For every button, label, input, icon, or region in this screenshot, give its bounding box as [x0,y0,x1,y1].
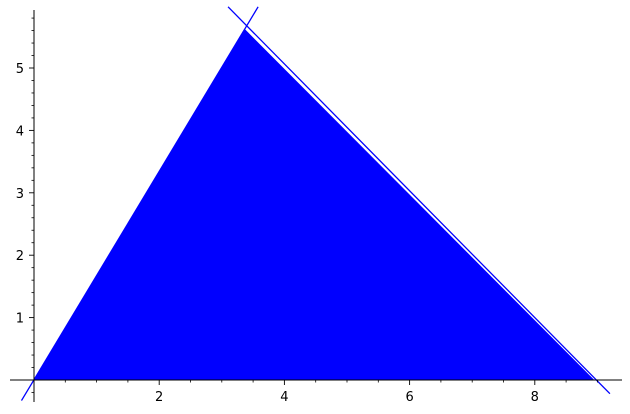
x-tick-label: 6 [405,390,413,405]
y-tick-label: 1 [16,312,24,327]
x-tick-label: 4 [280,390,288,405]
y-tick-label: 4 [16,124,24,139]
y-tick-label: 5 [16,62,24,77]
boundary-line-2 [227,6,611,395]
tick-layer [29,17,598,393]
filled-region [34,29,595,381]
y-tick-label: 2 [16,249,24,264]
line-layer [20,6,611,401]
boundary-line-1 [20,6,259,401]
x-tick-label: 8 [531,390,539,405]
y-tick-label: 3 [16,187,24,202]
tick-label-layer: 2 4 6 8 1 2 3 4 5 [16,62,539,405]
fill-layer [34,29,595,381]
x-tick-label: 2 [155,390,163,405]
